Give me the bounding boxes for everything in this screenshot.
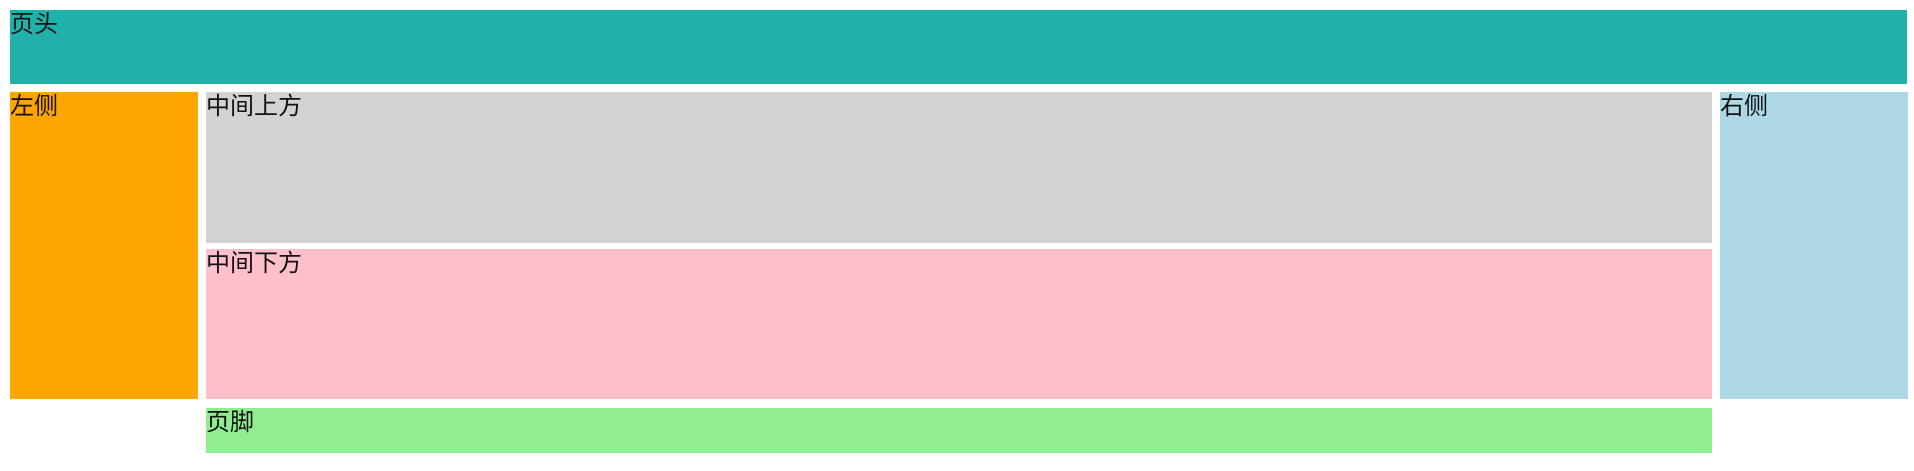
right-sidebar-region: 右侧 bbox=[1720, 92, 1908, 399]
footer-region: 页脚 bbox=[206, 408, 1712, 453]
header-region: 页头 bbox=[10, 10, 1907, 84]
middle-top-region: 中间上方 bbox=[206, 92, 1712, 243]
left-sidebar-region: 左侧 bbox=[10, 92, 198, 399]
middle-bottom-label: 中间下方 bbox=[206, 249, 302, 277]
middle-top-label: 中间上方 bbox=[206, 92, 302, 120]
right-sidebar-label: 右侧 bbox=[1720, 92, 1768, 120]
middle-bottom-region: 中间下方 bbox=[206, 249, 1712, 399]
left-sidebar-label: 左侧 bbox=[10, 92, 58, 120]
header-label: 页头 bbox=[10, 10, 58, 38]
footer-label: 页脚 bbox=[206, 408, 254, 436]
